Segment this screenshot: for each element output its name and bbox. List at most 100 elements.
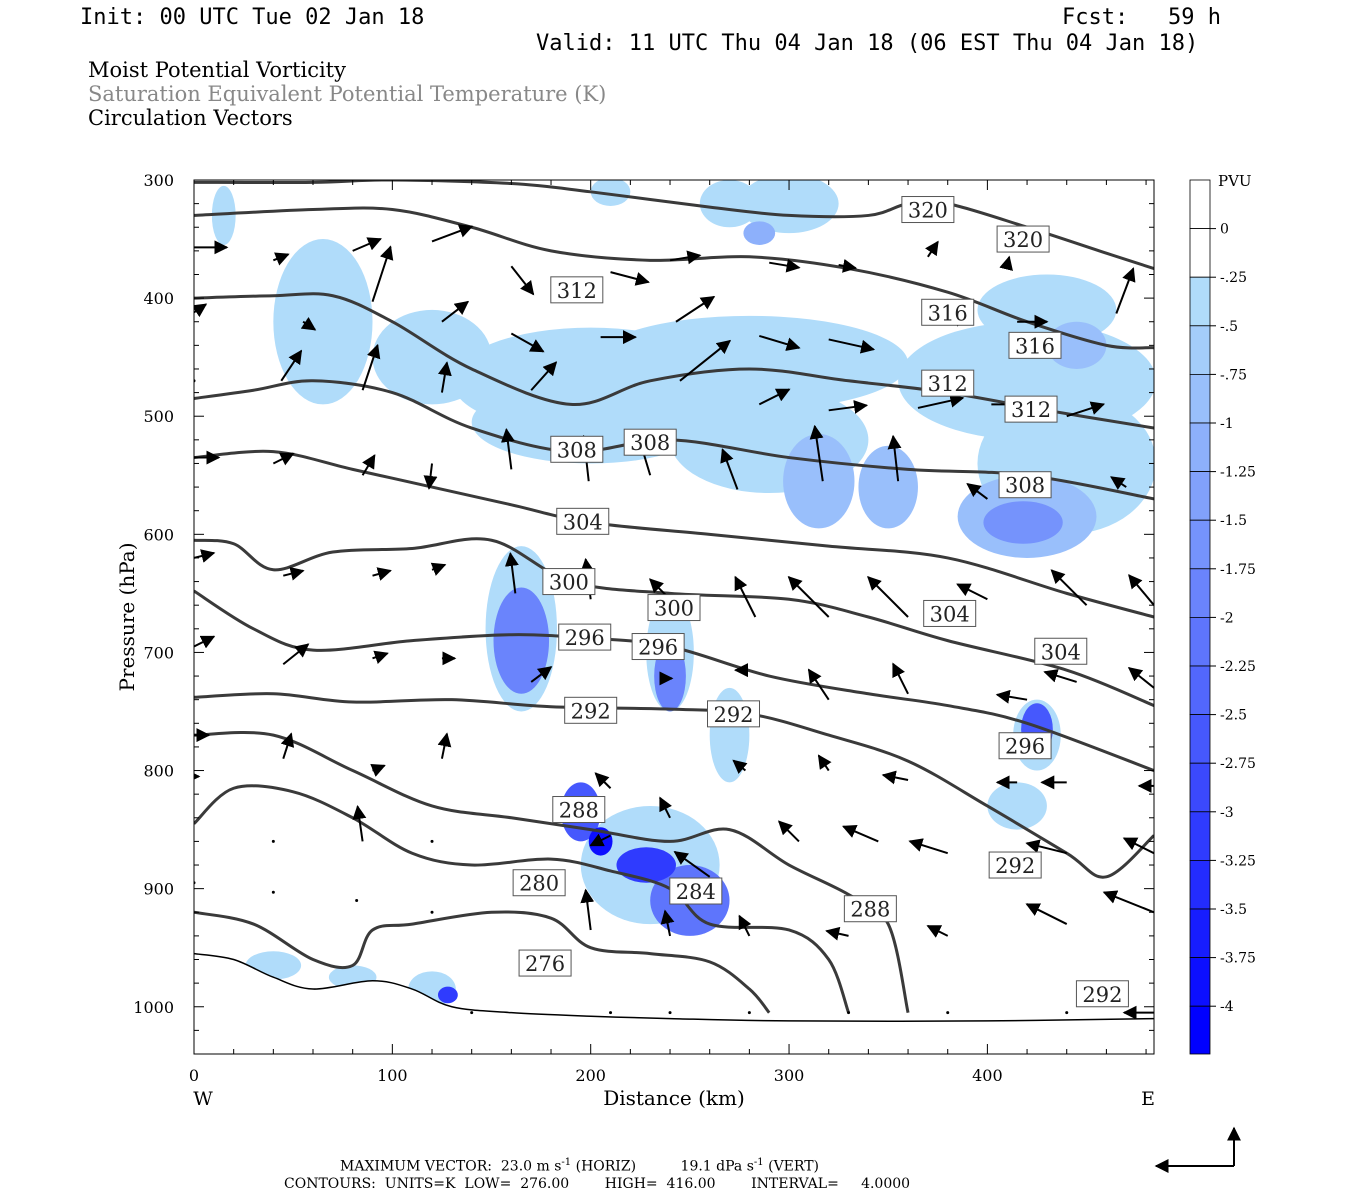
contour-label: 304: [923, 599, 977, 627]
circulation-vector: [500, 427, 515, 470]
contour-label: 292: [988, 851, 1042, 879]
circulation-vector: [720, 448, 739, 490]
colorbar-swatch: [1189, 471, 1211, 521]
svg-text:292: 292: [713, 703, 753, 727]
circulation-vector: [759, 334, 801, 351]
x-axis-label: Distance (km): [603, 1086, 745, 1110]
y-tick-label: 1000: [133, 998, 174, 1017]
svg-text:300: 300: [654, 597, 694, 621]
circulation-vector: [917, 393, 965, 409]
colorbar-label: -1: [1220, 416, 1234, 432]
contour-label: 284: [669, 877, 723, 905]
circulation-vector: [272, 452, 295, 466]
max-vector-note: MAXIMUM VECTOR: 23.0 m s-1 (HORIZ) 19.1 …: [340, 1157, 819, 1175]
circulation-vector: [673, 851, 711, 878]
circulation-vector: [817, 754, 832, 772]
colorbar-swatch: [1189, 957, 1211, 1007]
pv-region: [437, 986, 458, 1004]
circulation-vector: [430, 839, 434, 843]
colorbar-label: -3.25: [1220, 853, 1256, 869]
colorbar-swatch: [1189, 665, 1211, 715]
terrain-layer: [194, 952, 1154, 1054]
svg-text:296: 296: [1005, 735, 1045, 759]
contour-label: 296: [558, 623, 612, 651]
circulation-vector: [807, 668, 830, 701]
circulation-vector: [842, 824, 879, 843]
colorbar-swatch: [1189, 373, 1211, 424]
x-axis-west-label: W: [193, 1088, 213, 1110]
y-tick-label: 600: [143, 525, 174, 544]
svg-text:308: 308: [630, 431, 670, 455]
field-title-thetae: Saturation Equivalent Potential Temperat…: [88, 82, 607, 106]
svg-text:304: 304: [930, 602, 970, 626]
circulation-vector: [282, 643, 310, 666]
svg-text:312: 312: [928, 372, 968, 396]
circulation-vector: [510, 332, 545, 353]
circulation-vector: [430, 562, 447, 576]
colorbar-label: 0: [1220, 222, 1229, 238]
circulation-vector: [355, 898, 359, 902]
pv-region: [743, 221, 776, 245]
circulation-vector: [470, 1011, 474, 1015]
contour-label: 292: [1075, 980, 1129, 1008]
circulation-vector: [956, 583, 988, 601]
y-tick-label: 800: [143, 762, 174, 781]
circulation-vector: [589, 833, 611, 847]
circulation-vector-layer: [194, 224, 1154, 1020]
circulation-vector: [580, 888, 595, 931]
circulation-vector: [1128, 574, 1154, 606]
theta-e-isoline: [194, 379, 1154, 501]
pv-region: [739, 180, 839, 234]
svg-text:276: 276: [525, 952, 565, 976]
colorbar-swatch: [1189, 860, 1211, 910]
colorbar-label: -2.25: [1220, 659, 1256, 675]
colorbar-swatch: [1189, 1005, 1211, 1055]
y-tick-label: 500: [143, 407, 174, 426]
field-title-mpv: Moist Potential Vorticity: [88, 58, 346, 82]
theta-e-isoline: [194, 910, 771, 1014]
circulation-vector: [908, 838, 949, 855]
theta-e-isoline: [194, 537, 1154, 707]
circulation-vector: [787, 576, 830, 618]
colorbar-label: -1.75: [1220, 562, 1256, 578]
colorbar-title: PVU: [1218, 172, 1252, 190]
svg-text:304: 304: [1041, 640, 1081, 664]
svg-text:296: 296: [565, 626, 605, 650]
contour-label: 312: [921, 369, 975, 397]
circulation-vector: [925, 240, 939, 258]
circulation-vector: [926, 924, 949, 938]
circulation-vector: [675, 295, 716, 323]
circulation-vector: [372, 567, 392, 581]
colorbar-swatch: [1189, 325, 1211, 375]
circulation-vector: [423, 463, 438, 490]
circulation-vector: [370, 763, 386, 777]
colorbar-swatch: [1189, 276, 1211, 327]
circulation-vector: [431, 224, 474, 243]
circulation-vector: [747, 1011, 751, 1015]
circulation-vector: [828, 400, 869, 414]
colorbar-swatch: [1189, 568, 1211, 618]
circulation-vector: [769, 258, 801, 273]
pv-region: [858, 445, 918, 529]
contour-label: 280: [512, 869, 566, 897]
circulation-vector: [1127, 666, 1154, 689]
contour-label: 292: [564, 696, 618, 724]
pv-region: [493, 587, 550, 694]
contour-label: 276: [518, 949, 572, 977]
circulation-vector: [777, 820, 800, 843]
forecast-hour: Fcst: 59 h: [1062, 5, 1221, 30]
contour-label: 320: [901, 196, 955, 224]
colorbar-swatch: [1189, 422, 1211, 472]
circulation-vector: [660, 909, 675, 937]
svg-text:308: 308: [1005, 474, 1045, 498]
svg-text:292: 292: [995, 854, 1035, 878]
circulation-vector: [838, 258, 858, 273]
colorbar-label: -2: [1220, 610, 1234, 626]
circulation-vector: [437, 361, 452, 393]
contour-label: 316: [1008, 331, 1062, 359]
circulation-vector: [530, 666, 553, 683]
circulation-vector: [194, 303, 208, 318]
contour-label: 308: [550, 435, 604, 463]
y-tick-label: 300: [143, 171, 174, 190]
circulation-vector: [1050, 569, 1088, 606]
